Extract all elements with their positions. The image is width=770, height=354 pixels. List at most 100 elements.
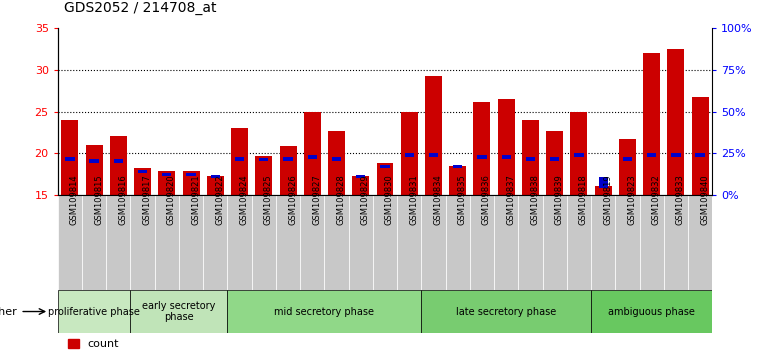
Bar [377,163,393,195]
Text: GSM109826: GSM109826 [288,174,297,225]
Text: GSM109825: GSM109825 [264,174,273,225]
Bar [356,175,366,178]
Text: late secretory phase: late secretory phase [456,307,557,316]
Bar [259,158,269,161]
Bar [497,99,514,195]
Text: GSM109838: GSM109838 [531,174,540,225]
Bar [449,166,466,195]
Bar [211,175,220,178]
Bar [373,195,397,290]
Bar [619,139,636,195]
Bar [300,195,324,290]
Bar [114,159,123,163]
Bar [591,195,615,290]
Bar [227,290,421,333]
Bar [82,195,106,290]
Text: GSM109835: GSM109835 [457,174,467,225]
Bar [474,102,490,195]
Bar [235,157,244,161]
Bar [522,120,539,195]
Bar [332,157,341,161]
Bar [668,49,685,195]
Text: GSM109836: GSM109836 [482,174,491,225]
Text: GSM109821: GSM109821 [191,174,200,225]
Bar [664,195,688,290]
Bar [159,171,176,195]
Bar [280,147,296,195]
Text: GSM109824: GSM109824 [239,174,249,225]
Bar [380,165,390,168]
Bar [623,157,632,161]
Bar [643,53,660,195]
Text: GSM109814: GSM109814 [70,174,79,225]
Bar [446,195,470,290]
Bar [110,137,127,195]
Bar [353,176,370,195]
Bar [429,153,438,157]
Text: GSM109822: GSM109822 [216,174,224,225]
Bar [400,112,417,195]
Bar [106,195,130,290]
Bar [162,173,172,176]
Bar [130,195,155,290]
Bar [571,112,588,195]
Bar [526,157,535,161]
Bar [494,195,518,290]
Text: GSM109823: GSM109823 [628,174,637,225]
Bar [227,195,252,290]
Bar [58,290,130,333]
Bar [65,157,75,161]
Bar [304,112,321,195]
Text: GSM109837: GSM109837 [506,174,515,225]
Bar [453,165,463,168]
Text: GSM109816: GSM109816 [119,174,127,225]
Bar [591,290,712,333]
Bar [179,195,203,290]
Bar [231,128,248,195]
Bar [349,195,373,290]
Bar [283,157,293,161]
Bar [691,97,708,195]
Text: GDS2052 / 214708_at: GDS2052 / 214708_at [65,1,217,15]
Bar [671,153,681,157]
Bar [186,173,196,176]
Text: GSM109818: GSM109818 [579,174,588,225]
Bar [574,153,584,157]
Text: GSM109819: GSM109819 [603,174,612,225]
Text: ambiguous phase: ambiguous phase [608,307,695,316]
Bar [594,185,611,195]
Text: other: other [0,307,17,316]
Text: GSM109828: GSM109828 [336,174,346,225]
Bar [276,195,300,290]
Bar [58,195,82,290]
Bar [567,195,591,290]
Bar [421,195,446,290]
Bar [397,195,421,290]
Text: GSM109834: GSM109834 [434,174,443,225]
Legend: count, percentile rank within the sample: count, percentile rank within the sample [63,335,280,354]
Text: proliferative phase: proliferative phase [49,307,140,316]
Bar [85,145,102,195]
Bar [470,195,494,290]
Text: GSM109817: GSM109817 [142,174,152,225]
Bar [138,170,147,173]
Bar [501,155,511,159]
Bar [89,159,99,163]
Bar [546,131,563,195]
Bar [134,168,151,195]
Text: GSM109829: GSM109829 [361,174,370,225]
Bar [155,195,179,290]
Bar [62,120,79,195]
Text: GSM109839: GSM109839 [554,174,564,225]
Text: GSM109840: GSM109840 [700,174,709,225]
Bar [640,195,664,290]
Bar [598,177,608,188]
Bar [615,195,640,290]
Text: GSM109815: GSM109815 [94,174,103,225]
Bar [404,153,414,157]
Bar [477,155,487,159]
Text: GSM109833: GSM109833 [676,174,685,225]
Bar [695,153,705,157]
Bar [688,195,712,290]
Bar [182,171,199,195]
